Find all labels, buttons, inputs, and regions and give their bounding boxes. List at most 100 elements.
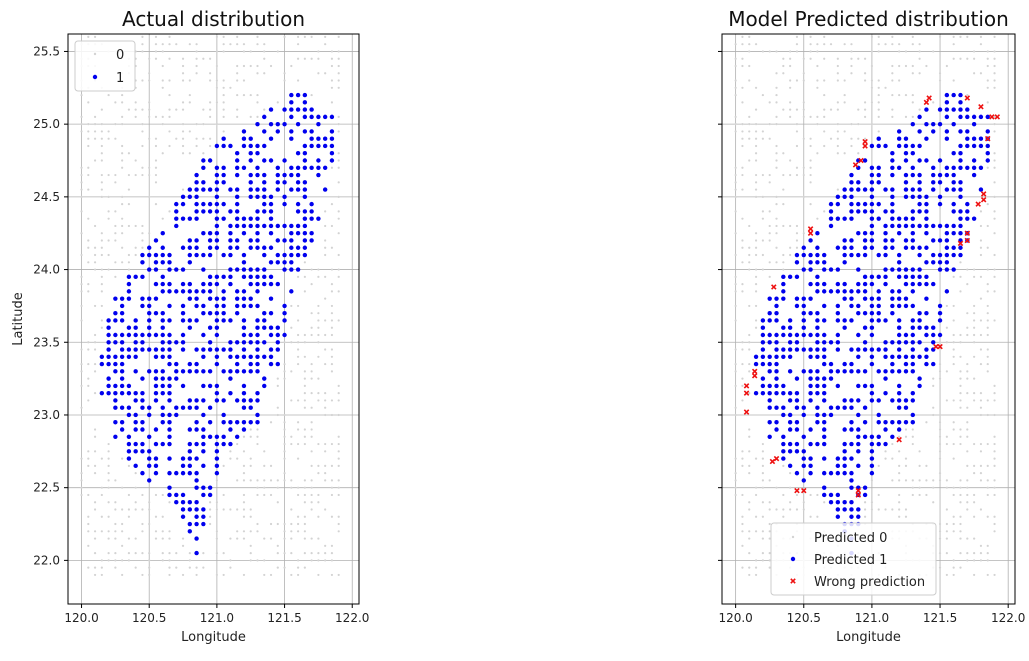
data-point-0 [80, 93, 83, 97]
data-point-0 [100, 515, 103, 518]
data-point-1 [262, 180, 267, 185]
data-point-0 [134, 552, 137, 555]
data-point-0 [734, 253, 737, 257]
data-point-0 [959, 493, 962, 497]
legend-label-1: 1 [116, 71, 124, 86]
data-point-0 [337, 195, 340, 198]
data-point-0 [748, 370, 751, 373]
data-point-0 [768, 239, 771, 242]
data-point-1 [835, 347, 841, 352]
data-point-0 [823, 43, 826, 46]
data-point-0 [242, 515, 246, 518]
data-point-0 [337, 35, 340, 39]
data-point-0 [775, 195, 778, 198]
data-point-0 [168, 93, 171, 97]
data-point-1 [167, 456, 172, 461]
data-point-1 [869, 216, 875, 221]
data-point-1 [876, 369, 881, 374]
data-point-0 [141, 130, 144, 133]
data-point-1 [835, 281, 841, 287]
data-point-1 [787, 427, 793, 432]
data-point-1 [958, 151, 963, 156]
data-point-0 [148, 57, 151, 60]
data-point-1 [883, 238, 888, 243]
data-point-0 [148, 173, 151, 177]
data-point-0 [127, 552, 131, 555]
data-point-1 [228, 376, 233, 381]
data-point-1 [119, 361, 125, 367]
data-point-1 [876, 180, 881, 185]
data-point-0 [768, 261, 771, 264]
data-point-0 [310, 493, 313, 497]
data-point-0 [979, 246, 983, 249]
data-point-0 [181, 64, 185, 68]
data-point-0 [952, 304, 955, 308]
data-point-0 [134, 537, 137, 540]
data-point-0 [283, 35, 286, 39]
data-point-1 [794, 390, 800, 396]
data-point-1 [808, 470, 813, 476]
data-point-0 [114, 522, 117, 526]
data-point-1 [329, 151, 335, 156]
data-point-1 [856, 398, 861, 403]
data-point-0 [256, 522, 259, 526]
data-point-0 [337, 290, 340, 293]
data-point-0 [80, 493, 83, 497]
data-point-1 [248, 340, 253, 345]
data-point-1 [228, 340, 233, 345]
data-point-1 [214, 456, 220, 461]
data-point-0 [283, 370, 286, 373]
data-point-1 [275, 180, 280, 185]
data-point-0 [195, 64, 198, 68]
data-point-0 [263, 43, 266, 46]
data-point-1 [234, 209, 240, 214]
data-point-0 [114, 552, 117, 555]
data-point-1 [113, 296, 118, 301]
data-point-1 [944, 172, 950, 178]
data-point-1 [944, 231, 950, 236]
data-point-1 [99, 354, 105, 360]
data-point-0 [337, 210, 340, 213]
data-point-0 [734, 86, 737, 89]
data-point-0 [296, 457, 300, 460]
data-point-0 [959, 370, 962, 373]
data-point-0 [993, 479, 996, 482]
data-point-0 [734, 362, 737, 366]
data-point-0 [775, 123, 778, 126]
data-point-0 [782, 464, 785, 467]
data-point-0 [938, 35, 942, 39]
data-point-1 [876, 252, 881, 258]
data-point-1 [822, 420, 827, 425]
data-point-0 [795, 166, 799, 169]
data-point-1 [842, 296, 847, 301]
data-point-1 [808, 238, 813, 243]
data-point-0 [100, 195, 103, 198]
data-point-1 [207, 209, 213, 214]
data-point-1 [140, 340, 145, 345]
data-point-1 [147, 463, 152, 469]
data-point-0 [154, 159, 158, 162]
data-point-1 [194, 303, 199, 309]
data-point-1 [849, 420, 854, 425]
data-point-0 [209, 144, 212, 148]
data-point-0 [741, 86, 744, 89]
data-point-1 [903, 340, 909, 345]
data-point-0 [850, 43, 853, 46]
data-point-1 [214, 383, 220, 389]
data-point-0 [296, 341, 300, 344]
data-point-1 [753, 390, 759, 396]
data-point-1 [201, 165, 206, 170]
data-point-0 [761, 442, 764, 446]
data-point-1 [808, 463, 813, 469]
data-point-1 [849, 296, 854, 301]
data-point-1 [309, 216, 314, 221]
data-point-0 [148, 101, 151, 104]
data-point-1 [910, 332, 915, 338]
data-point-0 [222, 508, 225, 511]
data-point-1 [849, 514, 854, 519]
data-point-1 [241, 296, 247, 301]
data-point-0 [317, 493, 320, 497]
data-point-0 [973, 464, 976, 467]
data-point-0 [823, 130, 826, 133]
data-point-1 [187, 398, 193, 403]
